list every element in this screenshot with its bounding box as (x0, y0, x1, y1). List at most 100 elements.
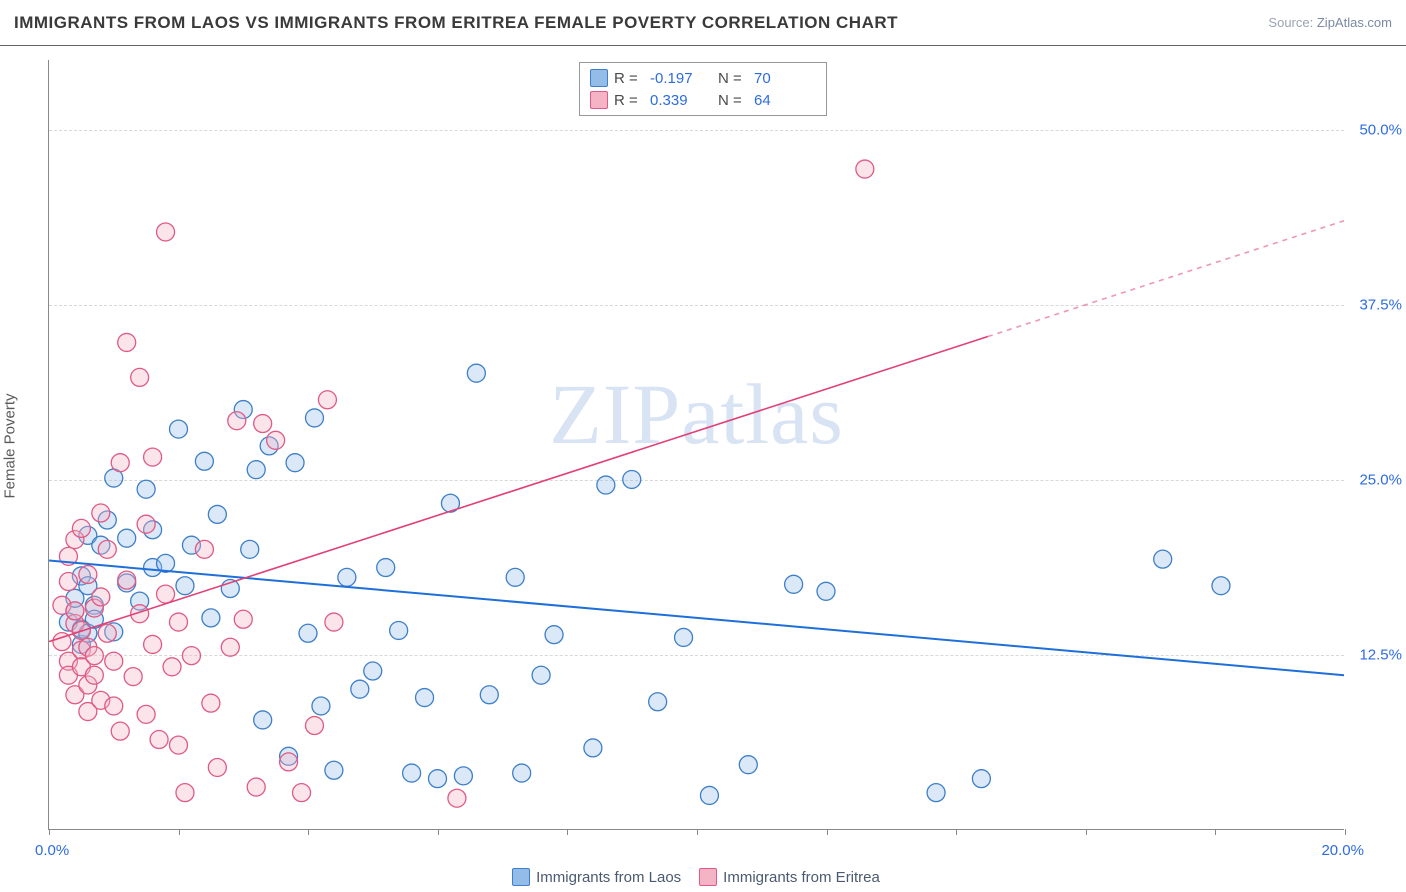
x-tick-mark (179, 829, 180, 835)
x-tick-mark (1086, 829, 1087, 835)
data-point (157, 223, 175, 241)
legend-r-value: -0.197 (650, 70, 712, 87)
data-point (92, 504, 110, 522)
data-point (247, 461, 265, 479)
legend-item: Immigrants from Eritrea (699, 868, 880, 886)
data-point (111, 454, 129, 472)
data-point (131, 368, 149, 386)
x-min-label: 0.0% (35, 842, 69, 859)
data-point (403, 764, 421, 782)
legend-item: Immigrants from Laos (512, 868, 681, 886)
data-point (111, 722, 129, 740)
data-point (312, 697, 330, 715)
data-point (176, 577, 194, 595)
data-point (299, 624, 317, 642)
y-axis-label: Female Poverty (2, 393, 19, 498)
data-point (545, 626, 563, 644)
data-point (305, 717, 323, 735)
data-point (649, 693, 667, 711)
x-tick-mark (567, 829, 568, 835)
data-point (267, 431, 285, 449)
data-point (195, 540, 213, 558)
data-point (351, 680, 369, 698)
legend-n-value: 70 (754, 70, 816, 87)
data-point (66, 602, 84, 620)
data-point (208, 505, 226, 523)
legend-row: R = 0.339N = 64 (590, 89, 816, 111)
data-point (157, 585, 175, 603)
data-point (144, 448, 162, 466)
data-point (85, 666, 103, 684)
x-tick-mark (308, 829, 309, 835)
data-point (137, 515, 155, 533)
x-tick-mark (697, 829, 698, 835)
legend-swatch (512, 868, 530, 886)
x-tick-mark (49, 829, 50, 835)
source-link[interactable]: ZipAtlas.com (1317, 15, 1392, 30)
data-point (228, 412, 246, 430)
data-point (137, 705, 155, 723)
data-point (972, 770, 990, 788)
data-point (338, 568, 356, 586)
data-point (202, 694, 220, 712)
data-point (364, 662, 382, 680)
scatter-svg (49, 60, 1344, 829)
series-legend: Immigrants from Laos Immigrants from Erit… (48, 868, 1344, 886)
data-point (170, 420, 188, 438)
correlation-legend: R = -0.197N = 70R = 0.339N = 64 (579, 62, 827, 116)
data-point (467, 364, 485, 382)
data-point (105, 652, 123, 670)
data-point (79, 566, 97, 584)
data-point (506, 568, 524, 586)
x-tick-mark (956, 829, 957, 835)
data-point (927, 784, 945, 802)
x-max-label: 20.0% (1321, 842, 1364, 859)
data-point (675, 628, 693, 646)
legend-swatch (699, 868, 717, 886)
data-point (72, 519, 90, 537)
legend-n-value: 64 (754, 92, 816, 109)
y-tick-label: 25.0% (1348, 472, 1402, 489)
data-point (390, 621, 408, 639)
data-point (1212, 577, 1230, 595)
data-point (254, 711, 272, 729)
data-point (221, 638, 239, 656)
data-point (429, 770, 447, 788)
data-point (163, 658, 181, 676)
x-tick-mark (1215, 829, 1216, 835)
data-point (137, 480, 155, 498)
data-point (532, 666, 550, 684)
data-point (118, 529, 136, 547)
data-point (305, 409, 323, 427)
data-point (700, 786, 718, 804)
data-point (150, 731, 168, 749)
x-tick-mark (1345, 829, 1346, 835)
data-point (318, 391, 336, 409)
data-point (513, 764, 531, 782)
data-point (856, 160, 874, 178)
data-point (293, 784, 311, 802)
data-point (182, 647, 200, 665)
data-point (454, 767, 472, 785)
data-point (144, 635, 162, 653)
data-point (208, 758, 226, 776)
trend-line (49, 337, 988, 642)
data-point (480, 686, 498, 704)
data-point (98, 624, 116, 642)
data-point (416, 689, 434, 707)
data-point (59, 573, 77, 591)
data-point (195, 452, 213, 470)
chart-title: IMMIGRANTS FROM LAOS VS IMMIGRANTS FROM … (14, 13, 898, 33)
data-point (118, 333, 136, 351)
legend-swatch (590, 91, 608, 109)
trend-line-dashed (988, 221, 1344, 337)
data-point (739, 756, 757, 774)
data-point (202, 609, 220, 627)
source-attribution: Source: ZipAtlas.com (1268, 15, 1392, 30)
data-point (92, 588, 110, 606)
legend-series-name: Immigrants from Eritrea (723, 869, 880, 886)
data-point (325, 613, 343, 631)
y-tick-label: 50.0% (1348, 122, 1402, 139)
data-point (247, 778, 265, 796)
data-point (176, 784, 194, 802)
